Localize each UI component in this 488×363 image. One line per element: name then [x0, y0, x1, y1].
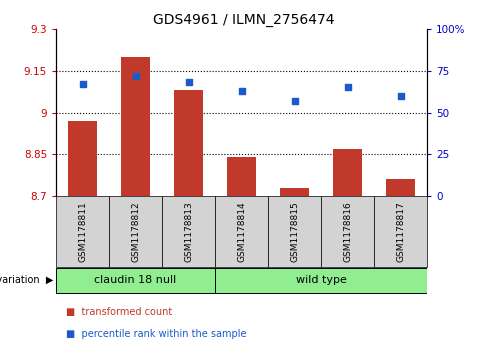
Text: ■  transformed count: ■ transformed count	[66, 307, 172, 317]
Text: claudin 18 null: claudin 18 null	[95, 276, 177, 285]
Point	[344, 85, 351, 90]
Bar	[386, 179, 415, 196]
Bar	[268, 196, 321, 267]
Text: genotype/variation  ▶: genotype/variation ▶	[0, 276, 54, 285]
Text: GSM1178817: GSM1178817	[396, 201, 405, 262]
Point	[397, 93, 405, 99]
Text: GSM1178813: GSM1178813	[184, 201, 193, 262]
Bar	[333, 149, 362, 196]
Bar	[374, 196, 427, 267]
Text: GSM1178811: GSM1178811	[78, 201, 87, 262]
Bar	[227, 157, 256, 196]
Bar	[174, 90, 203, 196]
Point	[132, 73, 140, 79]
Point	[238, 88, 245, 94]
Bar	[56, 196, 109, 267]
Bar	[121, 57, 150, 196]
Text: GSM1178812: GSM1178812	[131, 201, 140, 262]
Point	[79, 81, 86, 87]
Text: GSM1178814: GSM1178814	[237, 201, 246, 262]
Bar	[280, 188, 309, 196]
Bar	[321, 196, 374, 267]
Bar	[56, 268, 215, 293]
Text: GDS4961 / ILMN_2756474: GDS4961 / ILMN_2756474	[153, 13, 335, 27]
Point	[184, 79, 192, 85]
Text: wild type: wild type	[296, 276, 346, 285]
Bar	[215, 268, 427, 293]
Bar	[215, 196, 268, 267]
Bar	[109, 196, 162, 267]
Bar	[68, 121, 97, 196]
Bar	[162, 196, 215, 267]
Text: GSM1178815: GSM1178815	[290, 201, 299, 262]
Text: GSM1178816: GSM1178816	[343, 201, 352, 262]
Point	[291, 98, 299, 104]
Text: ■  percentile rank within the sample: ■ percentile rank within the sample	[66, 329, 246, 339]
